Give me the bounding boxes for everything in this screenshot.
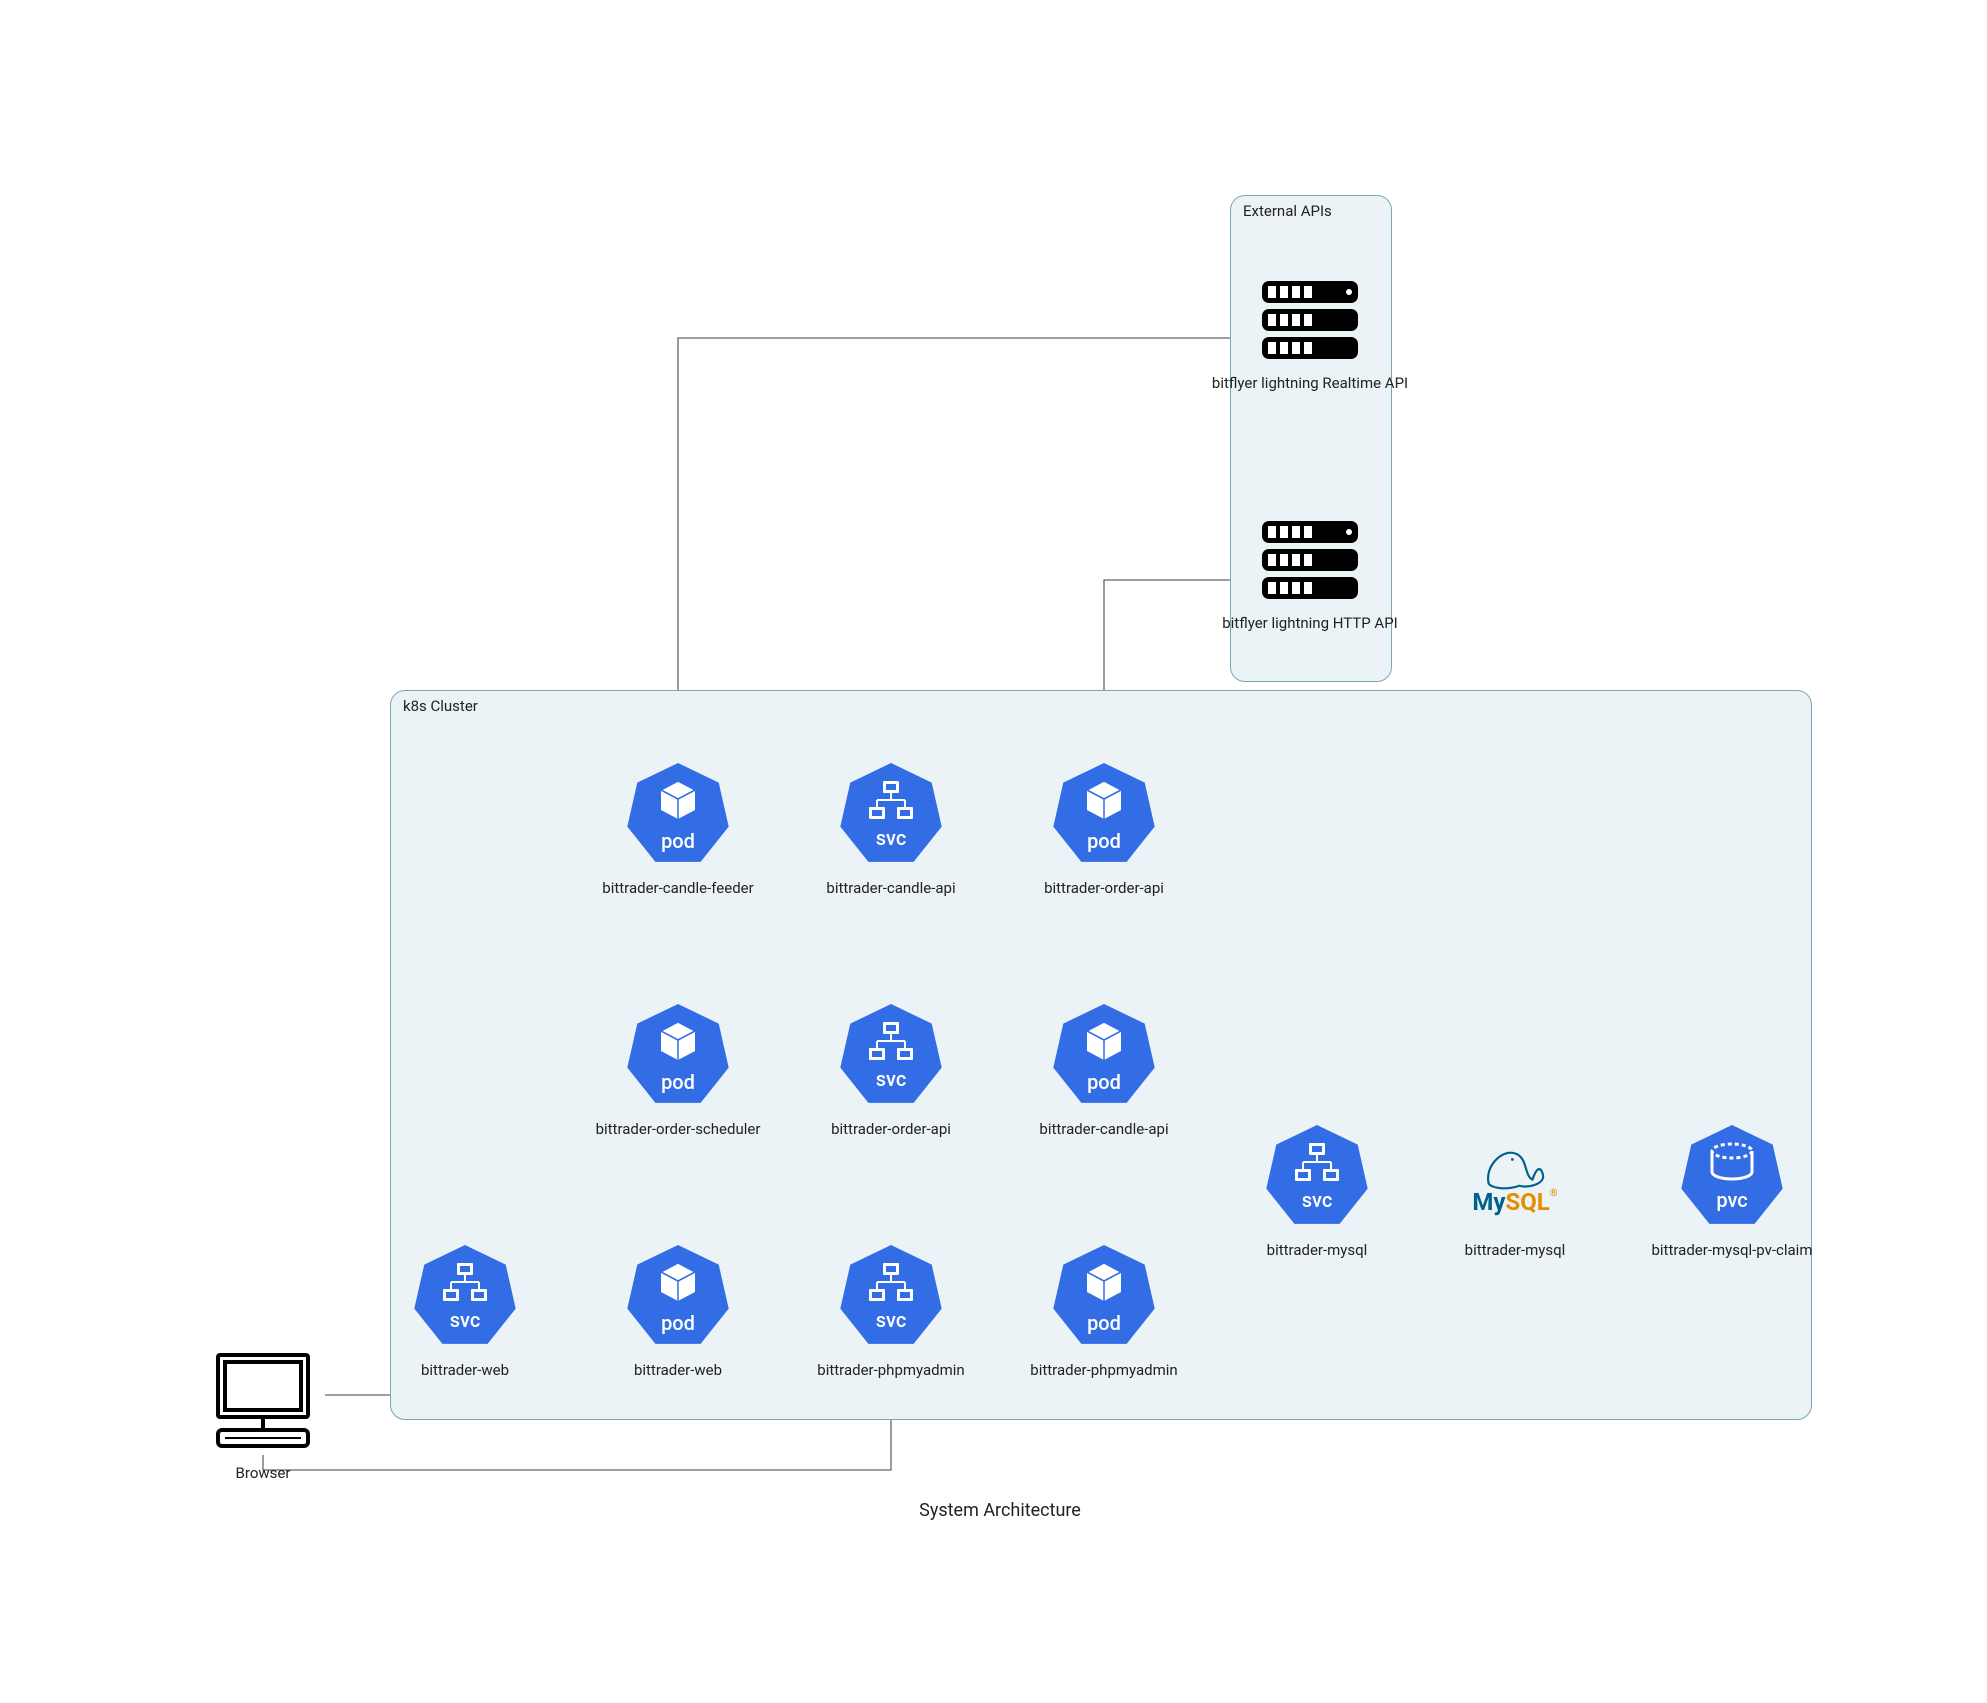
node-candle_api_pod: pod bittrader-candle-api bbox=[1004, 996, 1204, 1138]
node-web_pod: pod bittrader-web bbox=[578, 1237, 778, 1379]
node-order_api_pod1: pod bittrader-order-api bbox=[1004, 755, 1204, 897]
node-icon: svc bbox=[791, 755, 991, 875]
node-icon: pod bbox=[1004, 1237, 1204, 1357]
node-icon: pod bbox=[1004, 996, 1204, 1116]
node-label: bittrader-web bbox=[365, 1361, 565, 1379]
node-label: bittrader-order-api bbox=[1004, 879, 1204, 897]
node-mysql_pvc: pvc bittrader-mysql-pv-claim bbox=[1632, 1117, 1832, 1259]
cluster-title: k8s Cluster bbox=[403, 697, 478, 715]
diagram-title: System Architecture bbox=[850, 1500, 1150, 1521]
node-icon: pod bbox=[1004, 755, 1204, 875]
node-pma_pod: pod bittrader-phpmyadmin bbox=[1004, 1237, 1204, 1379]
node-browser: Browser bbox=[163, 1340, 363, 1482]
node-mysql_svc: svc bittrader-mysql bbox=[1217, 1117, 1417, 1259]
node-http_api: bitflyer lightning HTTP API bbox=[1120, 510, 1500, 632]
node-order_api_svc: svc bittrader-order-api bbox=[791, 996, 991, 1138]
node-label: bittrader-phpmyadmin bbox=[791, 1361, 991, 1379]
node-label: bittrader-candle-feeder bbox=[578, 879, 778, 897]
node-label: bitflyer lightning Realtime API bbox=[1120, 374, 1500, 392]
node-web_svc: svc bittrader-web bbox=[365, 1237, 565, 1379]
node-icon: pvc bbox=[1632, 1117, 1832, 1237]
node-label: bittrader-order-scheduler bbox=[578, 1120, 778, 1138]
node-icon bbox=[1120, 270, 1500, 370]
node-label: bittrader-mysql bbox=[1415, 1241, 1615, 1259]
node-candle_api_svc: svc bittrader-candle-api bbox=[791, 755, 991, 897]
node-icon bbox=[1120, 510, 1500, 610]
node-label: bittrader-candle-api bbox=[791, 879, 991, 897]
node-icon: pod bbox=[578, 996, 778, 1116]
node-label: bittrader-web bbox=[578, 1361, 778, 1379]
node-icon: pod bbox=[578, 755, 778, 875]
node-icon: pod bbox=[578, 1237, 778, 1357]
node-label: bitflyer lightning HTTP API bbox=[1120, 614, 1500, 632]
node-pma_svc: svc bittrader-phpmyadmin bbox=[791, 1237, 991, 1379]
node-order_sched: pod bittrader-order-scheduler bbox=[578, 996, 778, 1138]
node-label: bittrader-mysql bbox=[1217, 1241, 1417, 1259]
cluster-title: External APIs bbox=[1243, 202, 1332, 220]
node-icon: svc bbox=[365, 1237, 565, 1357]
node-label: bittrader-mysql-pv-claim bbox=[1632, 1241, 1832, 1259]
node-icon: svc bbox=[791, 1237, 991, 1357]
node-label: bittrader-candle-api bbox=[1004, 1120, 1204, 1138]
node-icon: svc bbox=[791, 996, 991, 1116]
node-candle_feeder: pod bittrader-candle-feeder bbox=[578, 755, 778, 897]
node-label: bittrader-phpmyadmin bbox=[1004, 1361, 1204, 1379]
node-icon: MySQL® bbox=[1415, 1117, 1615, 1237]
node-realtime_api: bitflyer lightning Realtime API bbox=[1120, 270, 1500, 392]
node-icon bbox=[163, 1340, 363, 1460]
node-label: bittrader-order-api bbox=[791, 1120, 991, 1138]
diagram-root: External APIs k8s Cluster bitflyer lightni… bbox=[0, 0, 1987, 1703]
node-label: Browser bbox=[163, 1464, 363, 1482]
node-mysql_db: MySQL® bittrader-mysql bbox=[1415, 1117, 1615, 1259]
node-icon: svc bbox=[1217, 1117, 1417, 1237]
